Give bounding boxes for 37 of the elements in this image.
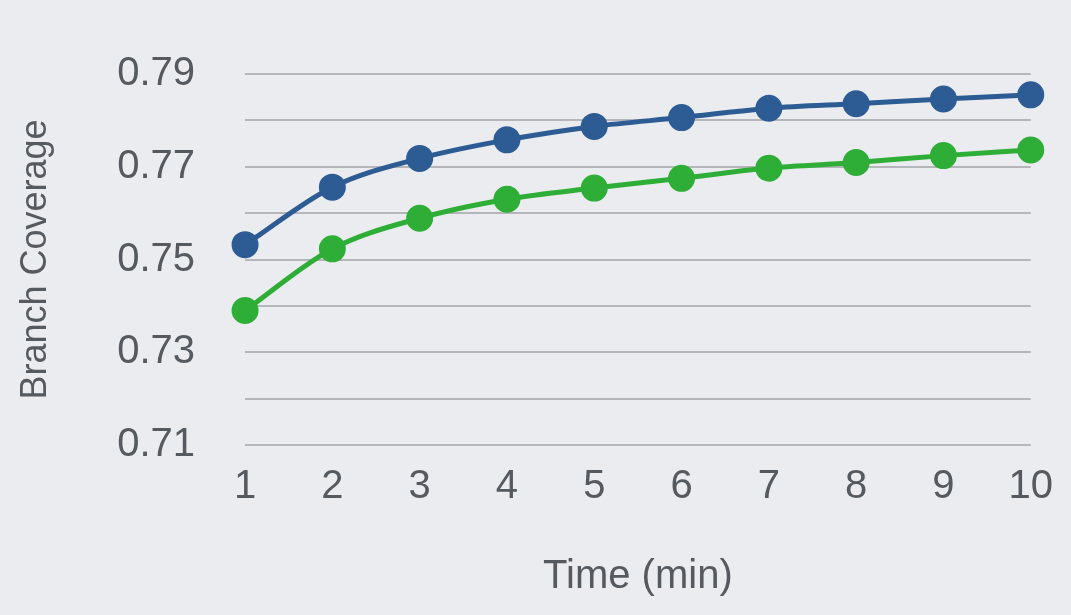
y-tick-label: 0.73 xyxy=(117,327,196,372)
x-tick-label: 10 xyxy=(1008,462,1053,507)
point xyxy=(318,235,346,263)
x-tick-label: 9 xyxy=(932,462,955,507)
point xyxy=(755,154,783,182)
y-tick-label: 0.75 xyxy=(117,234,196,279)
y-tick-label: 0.71 xyxy=(117,420,196,465)
x-tick-label: 6 xyxy=(670,462,693,507)
y-tick-label: 0.79 xyxy=(117,49,196,94)
point xyxy=(231,297,259,325)
x-tick-label: 3 xyxy=(408,462,431,507)
point xyxy=(1017,81,1045,109)
y-axis-title: Branch Coverage xyxy=(12,119,54,400)
x-tick-label: 2 xyxy=(321,462,344,507)
point xyxy=(231,231,259,259)
x-tick-label: 8 xyxy=(845,462,868,507)
point xyxy=(1017,136,1045,164)
point xyxy=(755,94,783,122)
point xyxy=(406,144,434,172)
point xyxy=(929,85,957,113)
x-tick-label: 5 xyxy=(583,462,606,507)
point xyxy=(406,204,434,232)
x-tick-label: 7 xyxy=(757,462,780,507)
point xyxy=(580,174,608,202)
point xyxy=(318,173,346,201)
point xyxy=(842,90,870,118)
x-axis-title: Time (min) xyxy=(543,552,733,597)
point xyxy=(580,112,608,140)
x-tick-label: 4 xyxy=(495,462,519,507)
x-tick-label: 1 xyxy=(233,462,257,507)
y-tick-label: 0.77 xyxy=(117,141,196,186)
point xyxy=(668,164,696,192)
point xyxy=(929,142,957,170)
point xyxy=(842,149,870,177)
point xyxy=(493,126,521,154)
point xyxy=(668,104,696,132)
point xyxy=(493,185,521,213)
